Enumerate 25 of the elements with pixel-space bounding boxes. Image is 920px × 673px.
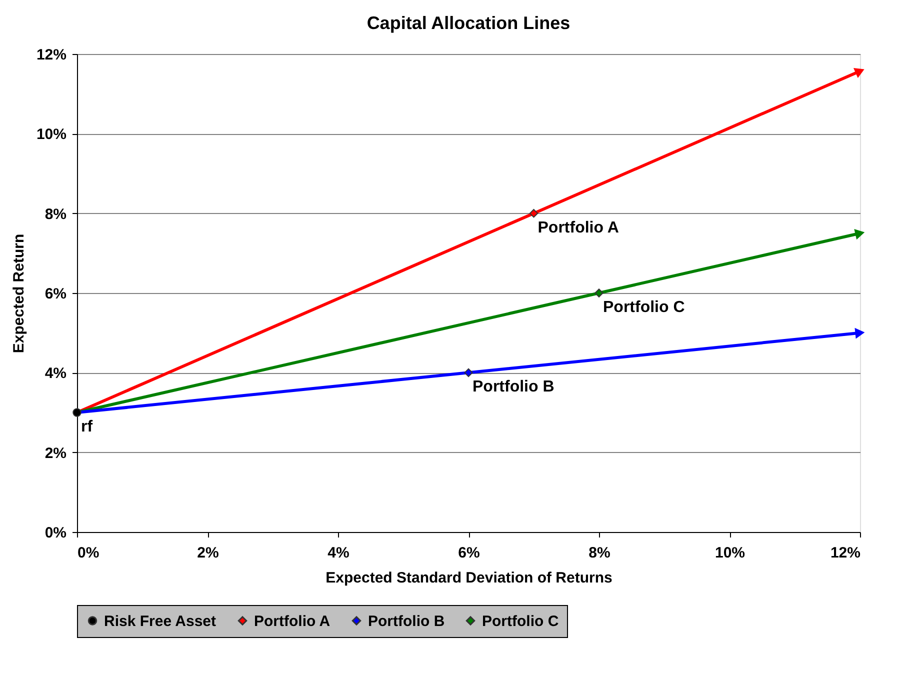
- x-axis-title: Expected Standard Deviation of Returns: [326, 570, 612, 586]
- x-tick-label: 4%: [328, 544, 350, 562]
- y-tick-label: 8%: [44, 206, 66, 223]
- legend-label: Portfolio B: [368, 612, 445, 630]
- x-tick-label: 6%: [458, 544, 480, 562]
- y-tick-label: 10%: [36, 126, 66, 144]
- y-axis-title: Expected Return: [10, 234, 28, 354]
- annotation: Portfolio B: [472, 378, 554, 396]
- y-tick-label: 2%: [44, 444, 66, 462]
- y-tick-label: 0%: [44, 524, 66, 542]
- x-tick-label: 12%: [830, 544, 860, 562]
- x-tick-label: 10%: [714, 544, 746, 562]
- y-tick-label: 6%: [44, 286, 66, 302]
- annotation: rf: [81, 418, 94, 436]
- annotation: Portfolio C: [603, 299, 686, 316]
- legend-label: Portfolio A: [254, 612, 330, 630]
- x-tick-label: 2%: [197, 544, 219, 562]
- x-tick-label: 8%: [588, 544, 610, 562]
- legend-label: Risk Free Asset: [104, 612, 216, 630]
- legend-label: Portfolio C: [482, 612, 559, 630]
- y-tick-label: 12%: [36, 46, 66, 64]
- annotation: Portfolio A: [538, 219, 620, 236]
- chart-title: Capital Allocation Lines: [366, 13, 570, 33]
- y-tick-label: 4%: [44, 365, 66, 382]
- x-tick-label: 0%: [78, 544, 100, 562]
